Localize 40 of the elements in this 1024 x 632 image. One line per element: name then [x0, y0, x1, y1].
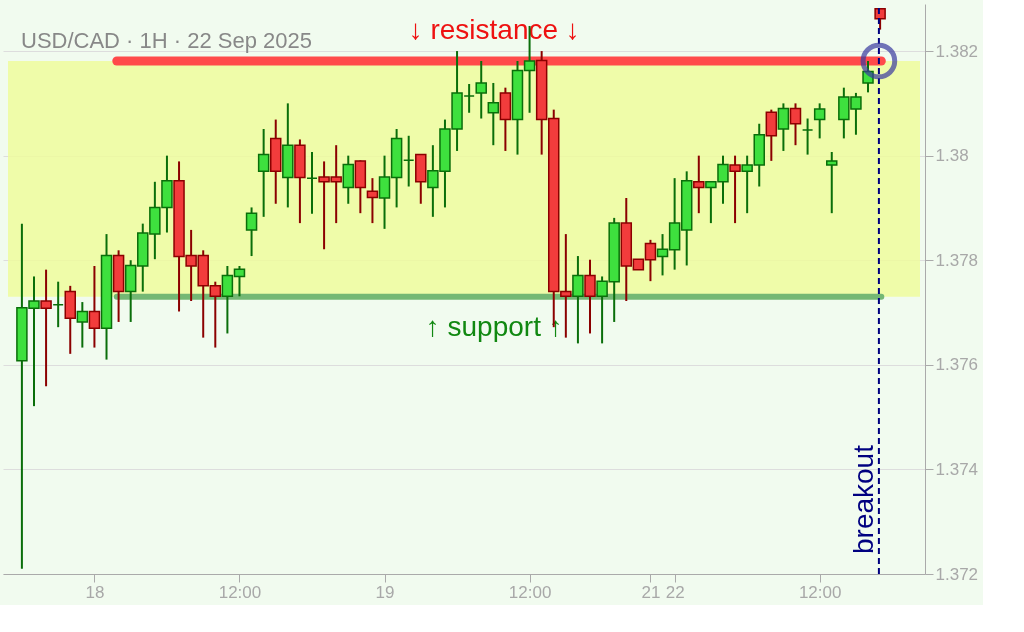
- annotation: breakout: [847, 444, 879, 554]
- y-tick-label: 1.376: [935, 355, 979, 375]
- candlestick: [40, 268, 52, 388]
- x-tick-label: 22: [665, 582, 685, 602]
- candlestick: [306, 150, 318, 215]
- candlestick: [572, 255, 584, 345]
- candlestick: [88, 264, 101, 349]
- x-tick-label: 18: [85, 582, 105, 602]
- candlestick: [765, 108, 778, 162]
- candlestick: [813, 102, 826, 140]
- x-tick-label: 19: [375, 582, 395, 602]
- candlestick: [487, 81, 500, 147]
- candlestick: [402, 134, 415, 188]
- candlestick: [584, 258, 596, 335]
- y-tick-label: 1.378: [935, 250, 979, 270]
- candlestick: [475, 60, 487, 120]
- candlestick: [342, 154, 355, 205]
- x-tick-label: 12:00: [508, 582, 552, 602]
- candlestick: [801, 117, 814, 156]
- candlestick: [257, 127, 270, 218]
- x-tick-label: 21: [641, 582, 661, 602]
- ref-line-label: ↑ support ↑: [425, 310, 563, 342]
- y-tick-label: 1.382: [935, 41, 979, 61]
- y-tick-label: 1.374: [935, 459, 979, 479]
- y-tick-label: 1.38: [935, 146, 969, 166]
- candlestick: [366, 177, 379, 225]
- x-tick-label: 12:00: [798, 582, 842, 602]
- x-tick-label: 12:00: [218, 582, 262, 602]
- candlestick: [76, 301, 89, 349]
- candlestick: [777, 102, 790, 152]
- candlestick: [693, 154, 705, 215]
- y-tick-label: 1.372: [935, 564, 979, 584]
- text: USD/CAD · 1H · 22 Sep 2025: [21, 28, 313, 53]
- candlestick: [874, 7, 886, 31]
- candlestick: [245, 206, 258, 258]
- candlestick: [789, 102, 802, 147]
- candlestick: [52, 280, 64, 329]
- candlestick: [729, 154, 741, 225]
- candlestick: [826, 150, 838, 215]
- ref-line-label: ↓ resistance ↓: [408, 14, 580, 45]
